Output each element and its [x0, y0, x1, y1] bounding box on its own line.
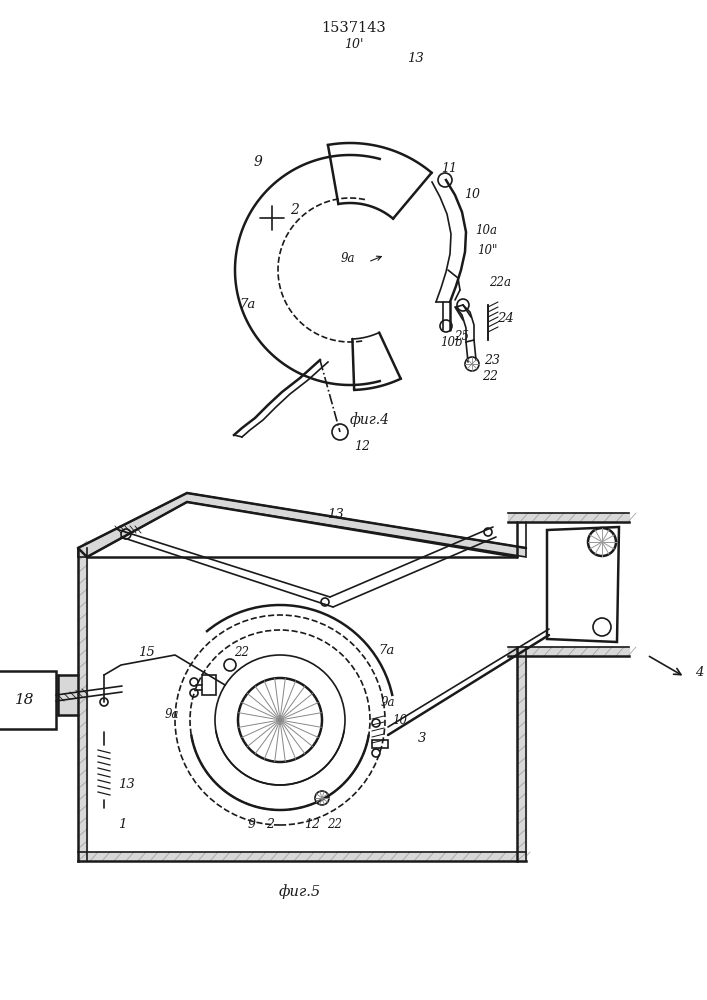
- Text: 2: 2: [266, 818, 274, 830]
- Text: фиг.5: фиг.5: [279, 885, 321, 899]
- Text: 9: 9: [254, 155, 262, 169]
- Text: 10': 10': [344, 38, 363, 51]
- Text: 13: 13: [407, 51, 423, 64]
- Text: 3: 3: [418, 732, 426, 744]
- Text: 10a: 10a: [475, 225, 497, 237]
- Text: 25: 25: [455, 330, 469, 342]
- Text: 9a: 9a: [341, 251, 355, 264]
- Text: 18: 18: [16, 693, 35, 707]
- Text: 12: 12: [304, 818, 320, 830]
- Text: 23: 23: [484, 354, 500, 366]
- Bar: [0, 671, 56, 729]
- Text: 10: 10: [464, 188, 480, 202]
- Text: 22: 22: [327, 818, 342, 830]
- Text: 4: 4: [695, 666, 703, 680]
- Text: 9a: 9a: [165, 708, 180, 722]
- Text: 9a: 9a: [381, 696, 395, 708]
- Text: 10": 10": [477, 243, 497, 256]
- Text: 22: 22: [482, 369, 498, 382]
- Text: 22a: 22a: [489, 275, 511, 288]
- Text: 24: 24: [496, 312, 513, 324]
- Text: 1: 1: [118, 818, 126, 830]
- Bar: [202, 675, 216, 695]
- Text: 9: 9: [248, 818, 256, 830]
- Bar: [372, 740, 388, 748]
- Text: 22: 22: [235, 646, 250, 658]
- Text: 7a: 7a: [240, 298, 256, 312]
- Text: 2: 2: [290, 203, 298, 217]
- Text: фиг.4: фиг.4: [350, 413, 390, 427]
- Text: 1537143: 1537143: [322, 21, 386, 35]
- Text: 13: 13: [327, 508, 344, 522]
- Text: 11: 11: [441, 161, 457, 174]
- Text: 7a: 7a: [379, 644, 395, 656]
- Text: 15: 15: [138, 646, 154, 658]
- Text: 13: 13: [117, 778, 134, 792]
- Text: 12: 12: [354, 440, 370, 452]
- Text: 10: 10: [392, 714, 407, 726]
- Text: 10b: 10b: [440, 336, 462, 350]
- Polygon shape: [78, 493, 526, 557]
